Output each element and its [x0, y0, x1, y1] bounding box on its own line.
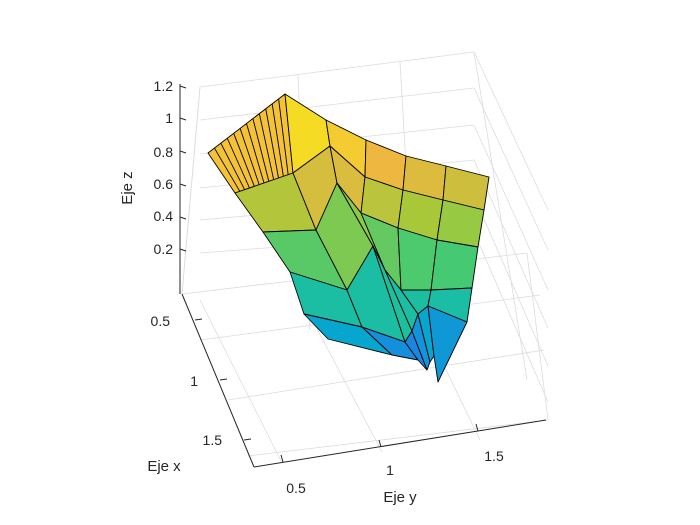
z-tick: [179, 117, 187, 121]
z-tick: [179, 85, 187, 89]
x-tick-label: 1.5: [203, 432, 223, 448]
y-tick-label: 1.5: [484, 448, 504, 464]
grid-line: [199, 87, 475, 121]
axes-lines: [179, 84, 547, 468]
z-tick-label: 1: [165, 110, 173, 126]
grid-line: [227, 349, 545, 401]
z-axis-label: Eje z: [119, 171, 136, 204]
grid-line: [473, 195, 549, 367]
grid-line: [181, 86, 201, 295]
grid-line: [473, 87, 549, 251]
y-tick-label: 0.5: [286, 480, 306, 496]
z-tick: [179, 183, 187, 187]
x-axis-line: [181, 293, 255, 468]
x-tick-label: 1: [190, 373, 198, 389]
z-tick: [179, 150, 187, 154]
surface-rib: [271, 103, 284, 177]
surface-mesh: [207, 93, 490, 383]
y-axis-label: Eje y: [383, 489, 417, 506]
surface-rib: [258, 113, 275, 180]
surface-rib: [220, 142, 246, 190]
y-axis-line: [253, 419, 547, 468]
y-tick: [475, 423, 479, 432]
grid-line: [473, 231, 549, 403]
z-tick-label: 0.4: [154, 208, 174, 224]
z-tick-label: 0.8: [154, 144, 174, 160]
y-tick: [280, 454, 284, 463]
grid-line: [247, 419, 549, 457]
z-tick-label: 0.6: [154, 176, 174, 192]
x-tick-label: 0.5: [151, 313, 171, 329]
surface-rib: [278, 98, 289, 175]
surface-face: [430, 239, 479, 291]
grid-line: [199, 299, 283, 464]
grid-line: [473, 51, 549, 211]
x-tick: [219, 378, 228, 381]
surface-rib: [246, 123, 265, 184]
z-tick-label: 1.2: [154, 78, 174, 94]
y-tick: [378, 439, 382, 448]
z-tick: [179, 248, 187, 252]
surface-rib: [233, 133, 255, 187]
x-tick: [194, 318, 203, 321]
grid-line: [473, 124, 549, 291]
surface-rib: [226, 138, 250, 189]
x-axis-label: Eje x: [147, 458, 181, 475]
surface-face: [427, 305, 468, 383]
surface-rib: [214, 147, 241, 192]
z-tick: [179, 216, 187, 220]
grid-line: [526, 252, 549, 421]
x-tick: [243, 438, 252, 441]
surface-rib: [239, 128, 260, 185]
z-tick-label: 0.2: [154, 241, 174, 257]
surface-rib: [265, 108, 279, 179]
y-tick-label: 1: [386, 462, 394, 478]
surface-rib: [252, 118, 270, 182]
grid-line: [199, 51, 475, 88]
